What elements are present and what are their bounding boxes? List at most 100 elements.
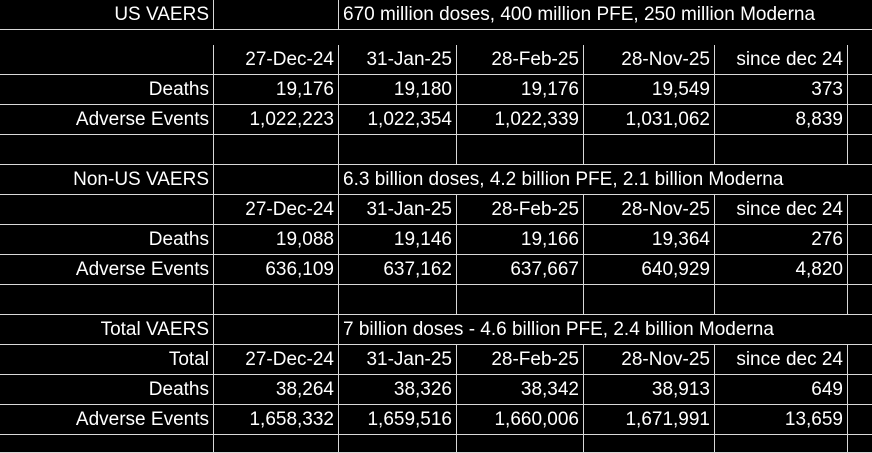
row-label-cell[interactable]: Deaths [0, 375, 214, 405]
empty-cell[interactable] [848, 75, 872, 105]
value-cell[interactable]: 19,088 [214, 225, 339, 255]
value-cell[interactable]: 19,549 [584, 75, 715, 105]
value-cell[interactable]: 38,913 [584, 375, 715, 405]
empty-cell[interactable] [457, 435, 584, 453]
row-label-cell[interactable]: Deaths [0, 75, 214, 105]
empty-cell[interactable] [584, 285, 715, 315]
empty-cell[interactable] [0, 285, 214, 315]
empty-cell[interactable] [214, 435, 339, 453]
empty-cell[interactable] [715, 135, 848, 165]
value-cell[interactable]: 1,022,339 [457, 105, 584, 135]
value-cell[interactable]: 19,176 [214, 75, 339, 105]
empty-cell[interactable] [0, 135, 214, 165]
section-title-cell[interactable]: US VAERS [0, 0, 214, 30]
empty-cell[interactable] [848, 345, 872, 375]
empty-cell[interactable] [0, 435, 214, 453]
section-note-cell[interactable]: 670 million doses, 400 million PFE, 250 … [339, 0, 872, 30]
empty-cell[interactable] [214, 0, 339, 30]
row-label-cell[interactable] [0, 195, 214, 225]
empty-cell[interactable] [584, 435, 715, 453]
empty-cell[interactable] [214, 135, 339, 165]
value-cell[interactable]: 38,326 [339, 375, 457, 405]
date-header-cell[interactable]: since dec 24 [715, 195, 848, 225]
empty-cell[interactable] [848, 375, 872, 405]
section-note-cell[interactable]: 7 billion doses - 4.6 billion PFE, 2.4 b… [339, 315, 872, 345]
date-header-cell[interactable]: 28-Feb-25 [457, 45, 584, 75]
value-cell[interactable]: 38,264 [214, 375, 339, 405]
value-cell[interactable]: 1,658,332 [214, 405, 339, 435]
value-cell[interactable]: 19,176 [457, 75, 584, 105]
empty-cell[interactable] [848, 285, 872, 315]
date-header-cell[interactable]: 28-Nov-25 [584, 45, 715, 75]
value-cell[interactable]: 1,022,354 [339, 105, 457, 135]
section-note-cell[interactable]: 6.3 billion doses, 4.2 billion PFE, 2.1 … [339, 165, 872, 195]
value-cell[interactable]: 38,342 [457, 375, 584, 405]
date-header-cell[interactable]: 27-Dec-24 [214, 345, 339, 375]
empty-cell[interactable] [848, 255, 872, 285]
row-label-cell[interactable]: Total [0, 345, 214, 375]
date-header-cell[interactable]: 28-Nov-25 [584, 345, 715, 375]
row-label-cell[interactable]: Adverse Events [0, 255, 214, 285]
date-header-cell[interactable]: 31-Jan-25 [339, 345, 457, 375]
value-cell[interactable]: 8,839 [715, 105, 848, 135]
empty-cell[interactable] [339, 435, 457, 453]
section-title-cell[interactable]: Total VAERS [0, 315, 214, 345]
empty-cell[interactable] [848, 225, 872, 255]
empty-cell[interactable] [457, 285, 584, 315]
value-cell[interactable]: 19,146 [339, 225, 457, 255]
empty-cell[interactable] [848, 45, 872, 75]
empty-cell[interactable] [848, 435, 872, 453]
empty-cell[interactable] [848, 105, 872, 135]
row-label-cell[interactable]: Adverse Events [0, 105, 214, 135]
empty-cell[interactable] [339, 135, 457, 165]
value-cell[interactable]: 1,660,006 [457, 405, 584, 435]
empty-cell[interactable] [715, 435, 848, 453]
value-cell[interactable]: 636,109 [214, 255, 339, 285]
spacer-row [0, 435, 872, 453]
date-header-cell[interactable]: 27-Dec-24 [214, 45, 339, 75]
value-cell[interactable]: 19,364 [584, 225, 715, 255]
empty-cell[interactable] [715, 285, 848, 315]
date-header-cell[interactable]: 28-Feb-25 [457, 195, 584, 225]
value-cell[interactable]: 1,659,516 [339, 405, 457, 435]
value-cell[interactable]: 637,162 [339, 255, 457, 285]
nonus-date-header-row: 27-Dec-24 31-Jan-25 28-Feb-25 28-Nov-25 … [0, 195, 872, 225]
empty-cell[interactable] [214, 165, 339, 195]
empty-cell[interactable] [584, 135, 715, 165]
row-label-cell[interactable]: Deaths [0, 225, 214, 255]
value-cell[interactable]: 649 [715, 375, 848, 405]
date-header-cell[interactable]: since dec 24 [715, 345, 848, 375]
empty-cell[interactable] [848, 135, 872, 165]
empty-cell[interactable] [848, 195, 872, 225]
value-cell[interactable]: 13,659 [715, 405, 848, 435]
spacer-row [0, 135, 872, 165]
value-cell[interactable]: 1,671,991 [584, 405, 715, 435]
empty-cell[interactable] [214, 315, 339, 345]
value-cell[interactable]: 1,022,223 [214, 105, 339, 135]
empty-cell[interactable] [848, 405, 872, 435]
date-header-cell[interactable]: 27-Dec-24 [214, 195, 339, 225]
row-label-cell[interactable] [0, 45, 214, 75]
date-header-cell[interactable]: 28-Feb-25 [457, 345, 584, 375]
value-cell[interactable]: 276 [715, 225, 848, 255]
value-cell[interactable]: 19,166 [457, 225, 584, 255]
date-header-cell[interactable]: 31-Jan-25 [339, 195, 457, 225]
total-adverse-row: Adverse Events 1,658,332 1,659,516 1,660… [0, 405, 872, 435]
value-cell[interactable]: 637,667 [457, 255, 584, 285]
value-cell[interactable]: 373 [715, 75, 848, 105]
value-cell[interactable]: 1,031,062 [584, 105, 715, 135]
date-header-cell[interactable]: 31-Jan-25 [339, 45, 457, 75]
empty-cell[interactable] [214, 285, 339, 315]
empty-cell[interactable] [457, 135, 584, 165]
row-label-cell[interactable]: Adverse Events [0, 405, 214, 435]
empty-cell[interactable] [339, 285, 457, 315]
us-date-header-row: 27-Dec-24 31-Jan-25 28-Feb-25 28-Nov-25 … [0, 45, 872, 75]
value-cell[interactable]: 640,929 [584, 255, 715, 285]
nonus-title-row: Non-US VAERS 6.3 billion doses, 4.2 bill… [0, 165, 872, 195]
value-cell[interactable]: 4,820 [715, 255, 848, 285]
section-title-cell[interactable]: Non-US VAERS [0, 165, 214, 195]
date-header-cell[interactable]: 28-Nov-25 [584, 195, 715, 225]
value-cell[interactable]: 19,180 [339, 75, 457, 105]
date-header-cell[interactable]: since dec 24 [715, 45, 848, 75]
